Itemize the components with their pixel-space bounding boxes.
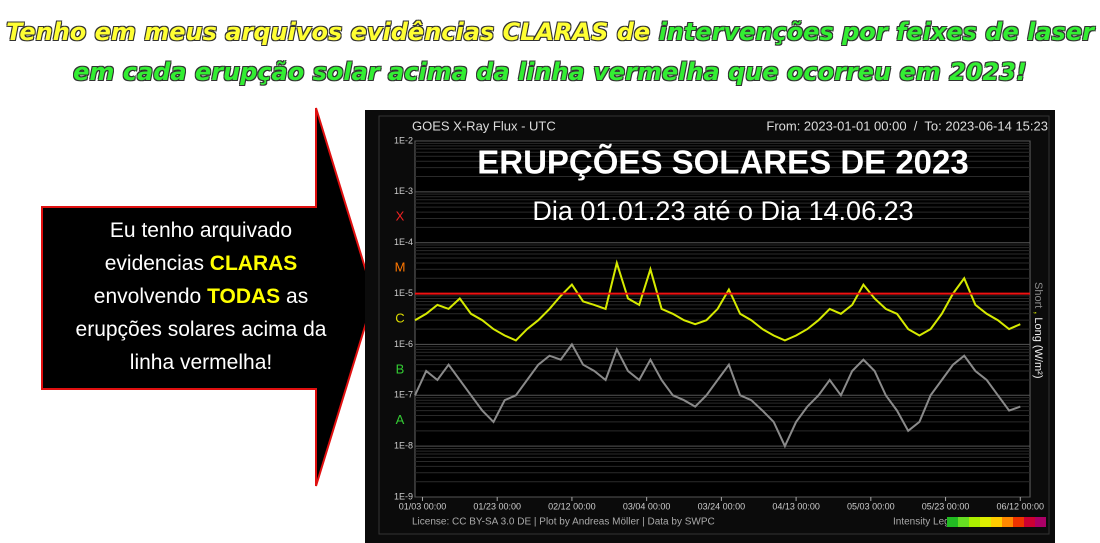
callout-text: evidencias (104, 252, 210, 275)
series-line (414, 259, 1021, 342)
callout-text: TODAS (207, 285, 281, 308)
x-tick-label: 05/23 00:00 (922, 501, 970, 511)
class-label: C (395, 310, 404, 325)
chart-range: From: 2023-01-01 00:00 / To: 2023-06-14 … (766, 118, 1048, 133)
headline-text: Tenho em meus arquivos evidências CLARAS… (6, 18, 659, 46)
x-tick-label: 03/04 00:00 (623, 501, 671, 511)
callout-text: Eu tenho arquivado (109, 219, 293, 242)
x-tick-label: 04/13 00:00 (772, 501, 820, 511)
y-tick-label: 1E-7 (394, 390, 413, 400)
x-tick-label: 06/12 00:00 (997, 501, 1045, 511)
y-axis-label-part: , (1032, 311, 1044, 314)
callout-text: erupções solares acima da (75, 318, 327, 341)
arrow-shape (41, 107, 376, 487)
x-tick-label: 01/03 00:00 (399, 501, 447, 511)
series-line (414, 342, 1021, 449)
class-label: B (396, 361, 405, 376)
callout: Eu tenho arquivado evidencias CLARAS env… (42, 214, 360, 379)
callout-text: linha vermelha! (129, 351, 273, 374)
y-axis-label: Short, Long (W/m²) (1032, 282, 1044, 378)
y-tick-label: 1E-2 (394, 135, 413, 145)
callout-text: CLARAS (209, 252, 298, 275)
y-tick-label: 1E-6 (394, 339, 413, 349)
intensity-legend (947, 517, 1046, 527)
headline: em cada erupção solar acima da linha ver… (73, 58, 1027, 86)
class-label: M (395, 260, 406, 275)
y-tick-label: 1E-8 (394, 441, 413, 451)
legend-label: Intensity Legend (893, 517, 966, 528)
y-tick-label: 1E-9 (394, 491, 413, 501)
x-tick-label: 01/23 00:00 (473, 501, 521, 511)
y-axis-label-part: Long (W/m²) (1032, 317, 1044, 378)
chart: GOES X-Ray Flux - UTC From: 2023-01-01 0… (365, 110, 1055, 543)
x-tick-label: 02/12 00:00 (548, 501, 596, 511)
class-label: A (396, 412, 405, 427)
chart-frame (378, 115, 1050, 535)
callout-text: as (280, 285, 309, 308)
class-label: X (396, 209, 405, 224)
overlay-subtitle: Dia 01.01.23 até o Dia 14.06.23 (532, 196, 913, 226)
callout-arrow (41, 107, 376, 487)
callout-text: envolvendo (93, 285, 208, 308)
y-tick-label: 1E-5 (394, 288, 413, 298)
chart-title: GOES X-Ray Flux - UTC (412, 118, 556, 133)
chart-footer: License: CC BY-SA 3.0 DE | Plot by Andre… (412, 517, 715, 528)
x-tick-label: 05/03 00:00 (847, 501, 895, 511)
y-axis-label-part: Short (1032, 282, 1044, 308)
y-tick-label: 1E-3 (394, 186, 413, 196)
headline-text: intervenções por feixes de laser (658, 18, 1094, 46)
plot-area (414, 140, 1031, 498)
y-tick-label: 1E-4 (394, 237, 413, 247)
headline: Tenho em meus arquivos evidências CLARAS… (0, 18, 1100, 46)
x-tick-label: 03/24 00:00 (698, 501, 746, 511)
overlay-title: ERUPÇÕES SOLARES DE 2023 (477, 144, 969, 181)
